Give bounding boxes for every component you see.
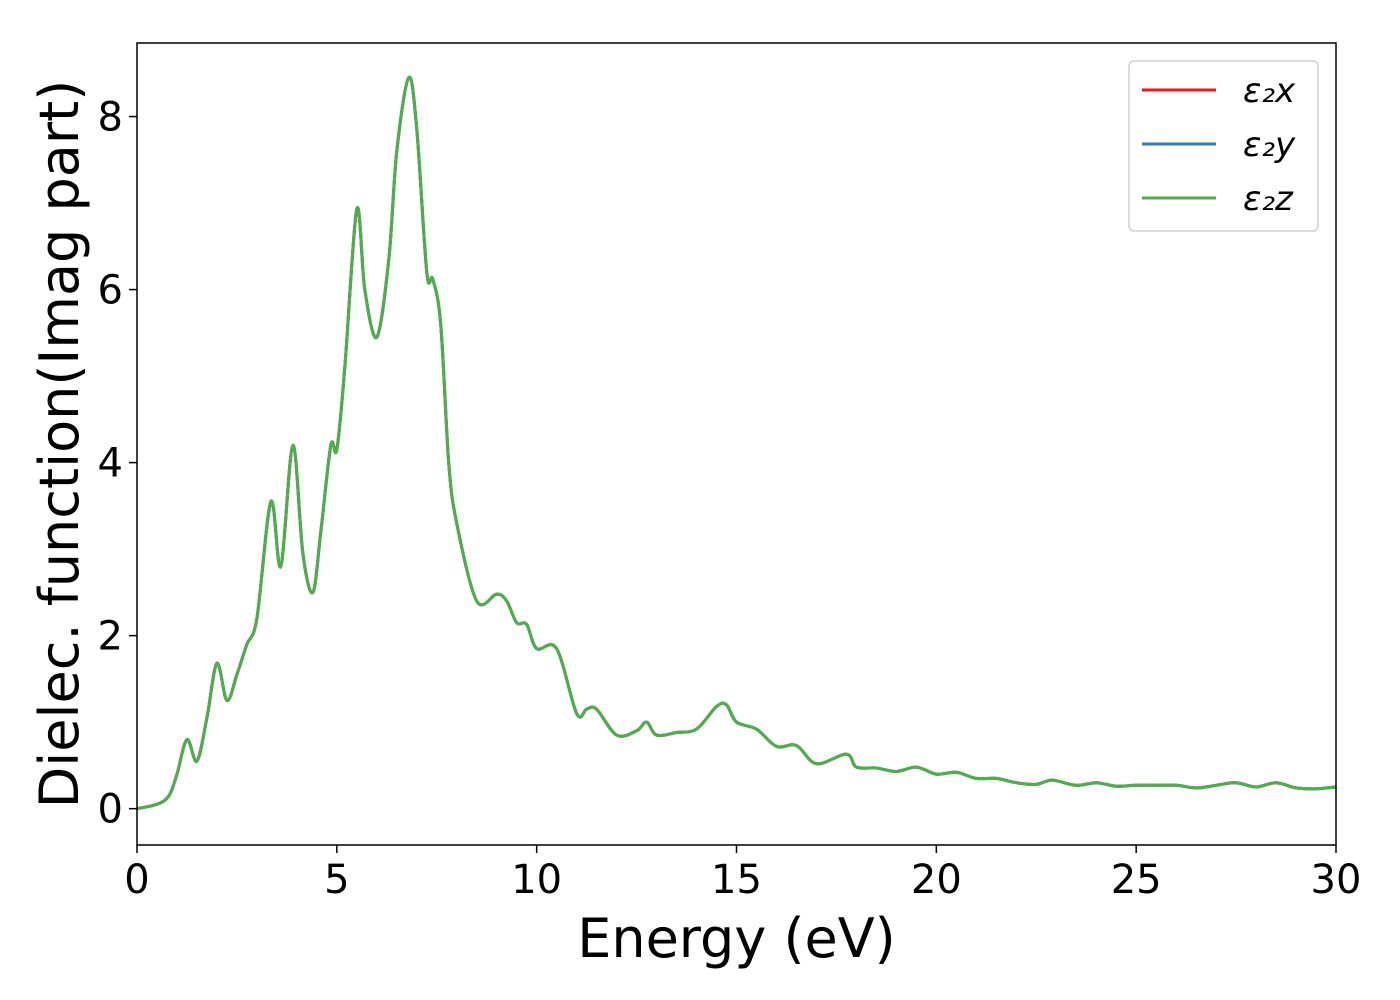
legend-label-3: ε₂z [1243, 179, 1294, 219]
x-tick-label: 10 [511, 857, 562, 903]
x-axis-label: Energy (eV) [577, 907, 896, 970]
legend-label-1: ε₂x [1243, 71, 1296, 111]
x-tick-label: 0 [124, 857, 149, 903]
x-tick-label: 15 [711, 857, 762, 903]
x-tick-label: 5 [324, 857, 349, 903]
x-tick-label: 25 [1111, 857, 1162, 903]
y-axis-label: Dielec. function(Imag part) [28, 80, 91, 809]
series-line-3 [136, 75, 1337, 811]
y-tick-label: 4 [98, 441, 123, 487]
x-tick-label: 30 [1311, 857, 1362, 903]
series-layer [136, 75, 1337, 811]
x-axis-ticks: 0 5 10 15 20 25 30 [124, 845, 1361, 903]
y-tick-label: 8 [98, 95, 123, 141]
legend: ε₂x ε₂y ε₂z [1128, 60, 1319, 232]
legend-box [1128, 60, 1319, 232]
y-tick-label: 2 [98, 614, 123, 660]
x-tick-label: 20 [911, 857, 962, 903]
y-tick-label: 0 [98, 787, 123, 833]
y-axis-ticks: 0 2 4 6 8 [98, 95, 137, 833]
legend-label-2: ε₂y [1243, 125, 1296, 165]
y-tick-label: 6 [98, 268, 123, 314]
